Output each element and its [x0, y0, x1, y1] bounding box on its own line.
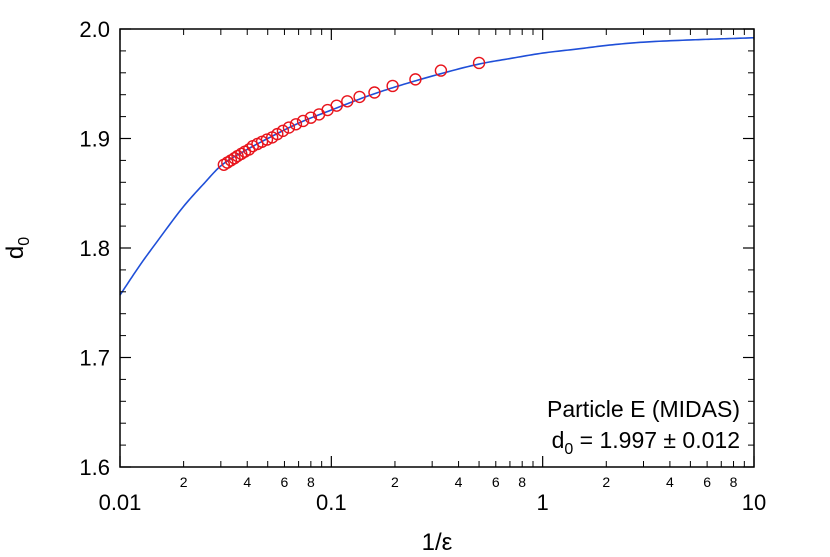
fit-curve	[120, 38, 754, 295]
annotation-d-sub: 0	[564, 441, 573, 458]
annotation-line-1: Particle E (MIDAS)	[547, 396, 740, 422]
x-minor-tick-label: 4	[666, 474, 674, 490]
y-axis-title-main: d	[2, 246, 29, 259]
y-tick-label: 1.9	[79, 127, 110, 152]
x-minor-tick-label: 4	[243, 474, 251, 490]
y-tick-label: 1.7	[79, 346, 110, 371]
y-tick-label: 1.6	[79, 455, 110, 480]
x-minor-tick-label: 8	[307, 474, 315, 490]
data-point	[342, 96, 353, 107]
x-tick-label: 1	[537, 490, 549, 515]
x-tick-label: 0.1	[316, 490, 347, 515]
x-tick-label: 0.01	[99, 490, 142, 515]
fit-curve-layer	[120, 38, 754, 295]
x-minor-tick-label: 6	[703, 474, 711, 490]
x-minor-tick-label: 2	[180, 474, 188, 490]
x-minor-tick-label: 8	[518, 474, 526, 490]
y-axis-title: d0	[2, 237, 33, 259]
data-markers-layer	[218, 57, 484, 170]
annotation-d-main: d	[552, 427, 565, 453]
y-tick-label: 1.8	[79, 236, 110, 261]
x-minor-tick-label: 2	[391, 474, 399, 490]
y-tick-label: 2.0	[79, 17, 110, 42]
annotation-line-2: d0 = 1.997 ± 0.012	[552, 427, 740, 458]
x-minor-tick-label: 6	[492, 474, 500, 490]
x-minor-tick-label: 4	[455, 474, 463, 490]
x-minor-tick-label: 6	[281, 474, 289, 490]
y-axis-title-sub: 0	[16, 237, 33, 246]
annotation-value: = 1.997 ± 0.012	[573, 427, 740, 453]
x-tick-label: 10	[742, 490, 766, 515]
x-minor-tick-label: 2	[602, 474, 610, 490]
x-axis-title: 1/ε	[422, 529, 453, 556]
x-minor-tick-label: 8	[730, 474, 738, 490]
